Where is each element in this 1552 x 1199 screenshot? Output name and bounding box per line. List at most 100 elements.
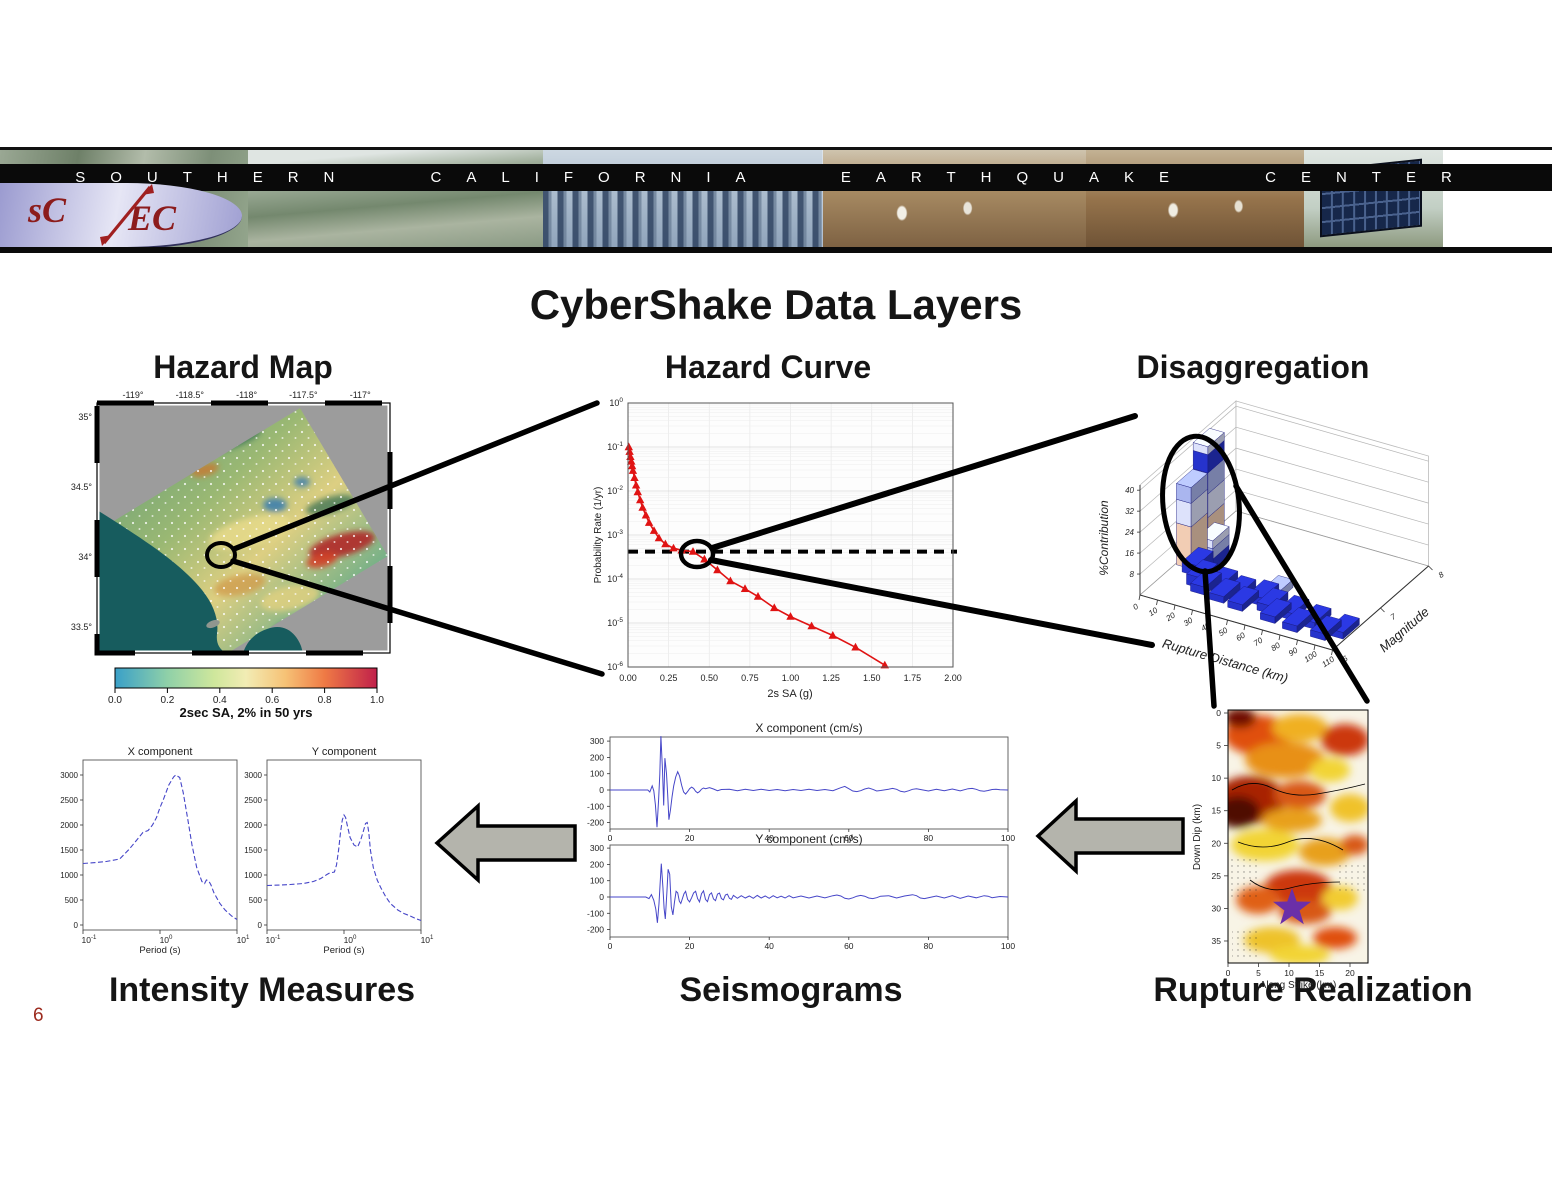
tick-label: 10-1 — [82, 934, 98, 945]
data-point-marker — [624, 442, 633, 451]
tick-label: 2000 — [244, 821, 262, 830]
tick-label: 100 — [590, 876, 604, 886]
label-hazard-map: Hazard Map — [153, 349, 333, 385]
intensity-x-title: X component — [128, 746, 193, 758]
tick-label: 16 — [1125, 549, 1134, 558]
page-number: 6 — [33, 1005, 44, 1026]
tick-label: 0.2 — [160, 695, 174, 706]
tick-label: 5 — [1256, 968, 1261, 978]
label-seismograms: Seismograms — [679, 971, 903, 1009]
tick-label: 0.75 — [741, 673, 759, 683]
tick-label: 35° — [78, 412, 92, 422]
island — [206, 619, 220, 629]
label-intensity-measures: Intensity Measures — [108, 971, 416, 1009]
rupture-heatmap — [1228, 710, 1368, 963]
contour-line — [1231, 783, 1366, 796]
data-point-marker — [631, 480, 641, 489]
tick-label: 2000 — [60, 821, 78, 830]
tick-label: 40 — [764, 941, 774, 951]
scec-logo-fault-arrow-icon — [100, 184, 154, 246]
tick-label: 8 — [1130, 570, 1135, 579]
tick-label: 0.0 — [108, 695, 122, 706]
tick-label: -118.5° — [176, 390, 205, 400]
tick-label: 60 — [1234, 630, 1247, 643]
tick-label: -117.5° — [289, 390, 318, 400]
zoom-line-map-to-curve-top — [231, 400, 600, 552]
tick-label: 1.50 — [863, 673, 881, 683]
tick-label: 100 — [160, 934, 173, 945]
tick-label: 0.25 — [660, 673, 678, 683]
data-point-marker — [628, 466, 638, 474]
disaggregation-zlabel: %Contribution — [1097, 500, 1111, 576]
tick-label: 8 — [1437, 570, 1446, 580]
tick-label: 10-3 — [607, 529, 623, 540]
data-point-marker — [636, 495, 645, 504]
data-point-marker — [726, 576, 735, 585]
tick-label: 15 — [1315, 968, 1325, 978]
tick-label: 500 — [65, 896, 79, 905]
tick-label: 0.00 — [619, 673, 637, 683]
tick-label: 2500 — [244, 796, 262, 805]
zoom-line-curve-to-disagg-top — [709, 413, 1138, 551]
tick-label: 40 — [764, 833, 774, 843]
label-disaggregation: Disaggregation — [1136, 349, 1370, 385]
tick-label: 300 — [590, 736, 604, 746]
tick-label: -100 — [587, 908, 604, 918]
tick-label: 3000 — [244, 771, 262, 780]
intensity-y-title: Y component — [312, 746, 377, 758]
tick-label: 300 — [590, 843, 604, 853]
data-point-marker — [740, 584, 750, 592]
tick-label: 1000 — [244, 871, 262, 880]
zoom-line-disagg-to-rupture-right — [1233, 483, 1370, 704]
tick-label: 0 — [74, 921, 79, 930]
data-point-marker — [638, 503, 647, 511]
zoom-line-disagg-to-rupture-left — [1202, 568, 1217, 709]
hypocenter-star-icon — [1273, 888, 1311, 925]
data-point-marker — [807, 621, 816, 630]
scec-banner: SOUTHERN CALIFORNIA EARTHQUAKE CENTER sC… — [0, 147, 1552, 253]
tick-label: 1500 — [244, 846, 262, 855]
colorbar-caption: 2sec SA, 2% in 50 yrs — [180, 705, 313, 720]
tick-label: 1.75 — [904, 673, 922, 683]
ocean — [97, 510, 226, 653]
connector-lines — [205, 400, 1370, 884]
tick-label: 1.25 — [822, 673, 840, 683]
tick-label: 15 — [1212, 806, 1222, 816]
map-highlight-circle — [205, 541, 237, 569]
data-point-marker — [633, 487, 642, 496]
tick-label: 1.0 — [370, 695, 384, 706]
scec-logo-text-left: sC — [28, 190, 67, 230]
tick-label: 1000 — [60, 871, 78, 880]
tick-label: 60 — [844, 941, 854, 951]
tick-label: 100 — [1001, 833, 1015, 843]
tick-label: 50 — [1217, 625, 1230, 638]
tick-label: 34.5° — [71, 482, 93, 492]
tick-label: 25 — [1212, 871, 1222, 881]
hazard-curve-ylabel: Probability Rate (1/yr) — [593, 487, 604, 584]
rupture-realization-plot: 0 5 10 15 20 25 30 35 0 5 10 15 20 Down Dip (km) Alo… — [1192, 708, 1369, 991]
data-point-marker — [661, 539, 670, 548]
label-rupture-realization: Rupture Realization — [1153, 971, 1473, 1009]
data-point-marker — [644, 518, 654, 526]
data-point-marker — [770, 603, 779, 612]
disagg-highlight-ellipse — [1160, 433, 1242, 575]
tick-label: 100 — [344, 934, 357, 945]
tick-label: 40 — [1125, 486, 1134, 495]
tick-label: 10-5 — [607, 617, 623, 628]
data-point-marker — [828, 631, 837, 639]
data-point-marker — [627, 461, 637, 470]
hazard-map-plot: 2sec SA, 2% in 50 yrs -119° -118.5° -118° -… — [71, 390, 393, 720]
tick-label: 1500 — [60, 846, 78, 855]
banner-text: SOUTHERN CALIFORNIA EARTHQUAKE CENTER — [75, 169, 1477, 186]
data-point-marker — [641, 510, 651, 519]
tick-label: 5 — [1216, 741, 1221, 751]
data-point-marker — [649, 526, 659, 534]
tick-label: 10-1 — [607, 441, 623, 452]
tick-label: 20 — [1345, 968, 1355, 978]
zoom-line-map-to-curve-bottom — [230, 558, 605, 677]
tick-label: 60 — [844, 833, 854, 843]
tick-label: 0 — [608, 833, 613, 843]
tick-label: -119° — [123, 390, 144, 400]
